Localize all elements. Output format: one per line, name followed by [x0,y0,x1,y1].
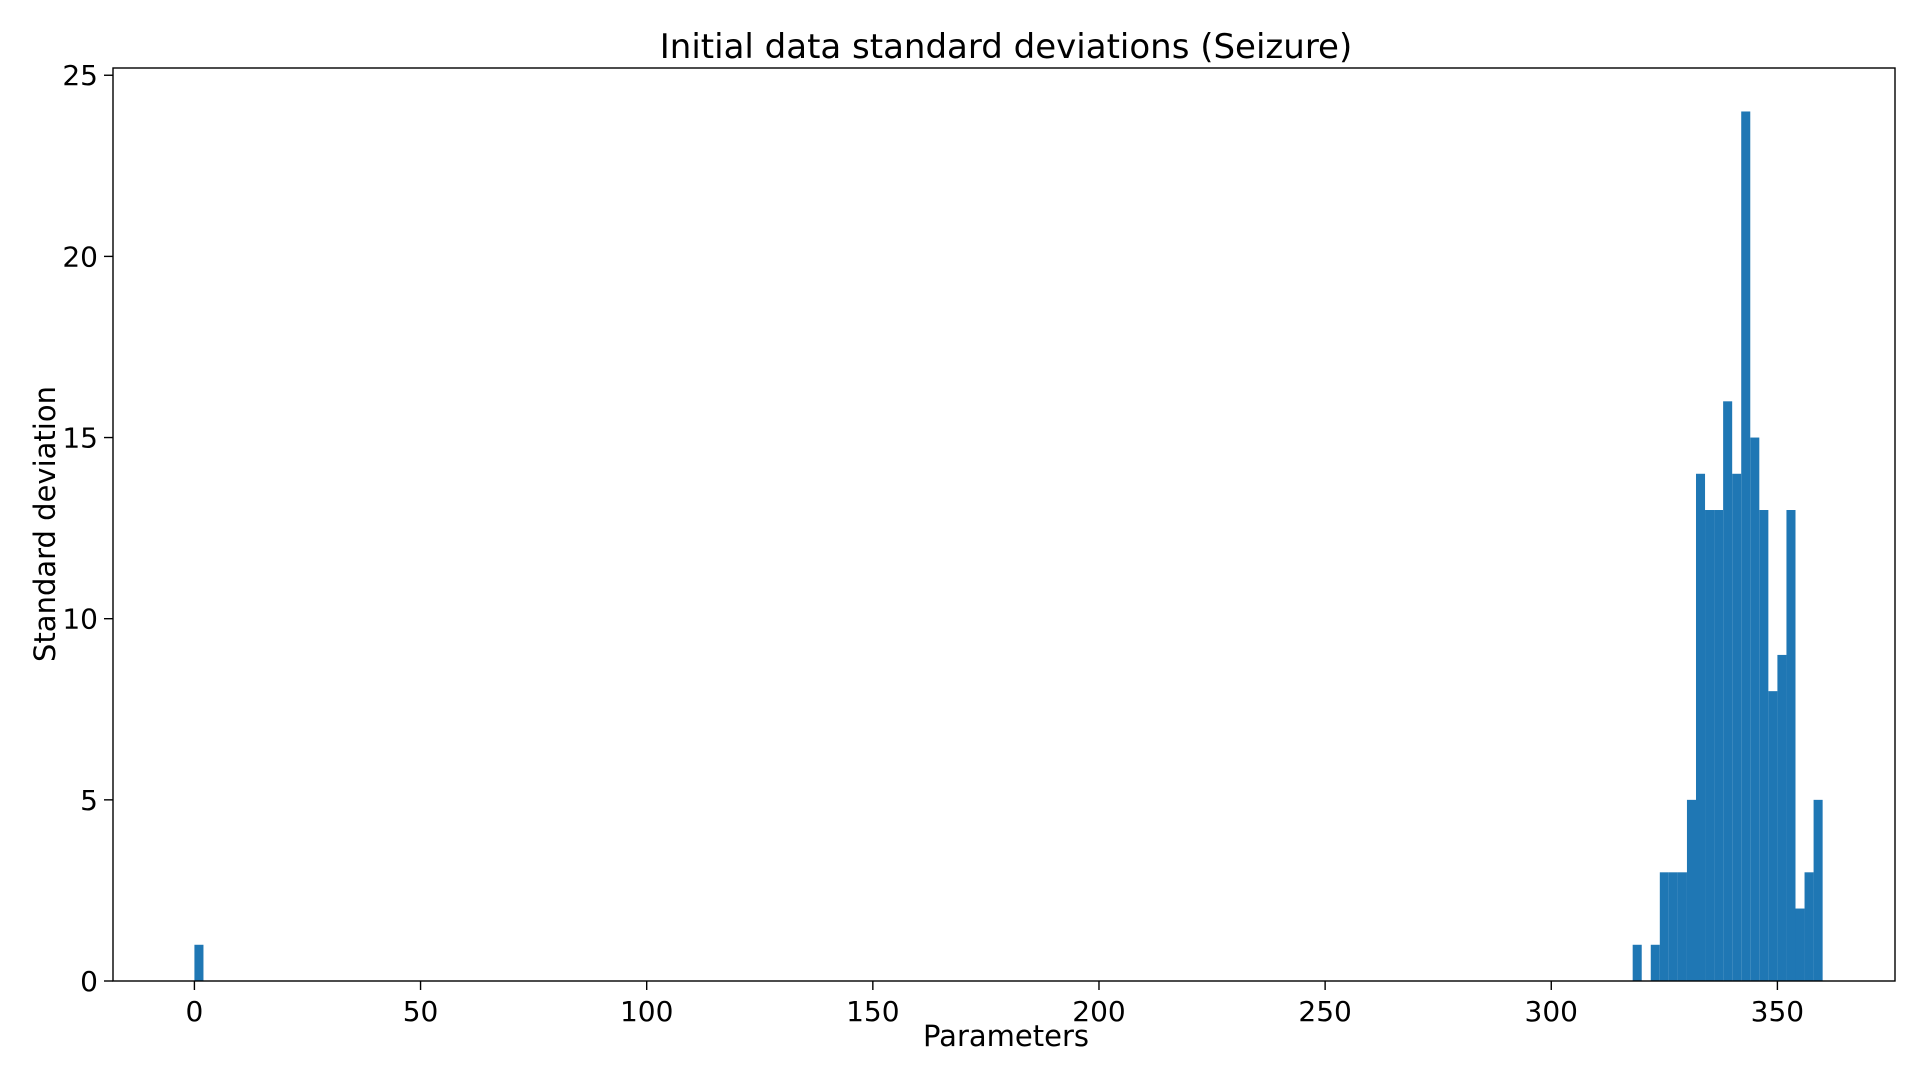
histogram-bar-9 [1705,510,1715,981]
y-tick-label: 0 [80,965,98,998]
x-tick-label: 150 [846,995,899,1028]
bars-group [194,111,1823,981]
histogram-bar-12 [1732,473,1742,981]
x-tick-label: 0 [185,995,203,1028]
x-axis-ticks: 0 50 100 150 200 250 300 350 [185,981,1804,1028]
chart-title: Initial data standard deviations (Seizur… [660,27,1352,67]
histogram-bar-0 [194,944,204,981]
x-tick-label: 300 [1525,995,1578,1028]
histogram-bar-6 [1677,872,1687,981]
histogram-bar-14 [1750,437,1760,981]
histogram-bar-3 [1650,944,1660,981]
x-tick-label: 250 [1298,995,1351,1028]
y-tick-label: 10 [62,603,98,636]
plot-frame [112,67,1896,982]
y-axis-ticks: 0 5 10 15 20 25 [62,59,113,998]
x-tick-label: 100 [620,995,673,1028]
histogram-bar-4 [1659,872,1669,981]
y-axis-label: Standard deviation [28,386,62,662]
y-tick-label: 5 [80,784,98,817]
histogram-bar-17 [1777,654,1787,981]
histogram-bar-5 [1668,872,1678,981]
histogram-bar-21 [1813,799,1823,981]
x-tick-label: 350 [1751,995,1804,1028]
histogram-bar-18 [1786,510,1796,981]
histogram-bar-13 [1741,111,1751,981]
histogram-bar-8 [1695,473,1706,981]
x-tick-label: 200 [1072,995,1125,1028]
y-tick-label: 20 [62,240,98,273]
x-axis-label: Parameters [923,1019,1089,1053]
y-tick-label: 25 [62,59,98,92]
histogram-bar-20 [1804,872,1814,981]
y-tick-label: 15 [62,422,98,455]
histogram-bar-19 [1795,908,1805,981]
histogram-bar-15 [1759,510,1769,981]
histogram-bar-1 [1632,944,1642,981]
histogram-bar-10 [1714,510,1724,981]
histogram-bar-11 [1723,401,1733,981]
x-tick-label: 50 [403,995,439,1028]
histogram-bar-7 [1686,799,1696,981]
histogram-bar-16 [1768,691,1778,981]
